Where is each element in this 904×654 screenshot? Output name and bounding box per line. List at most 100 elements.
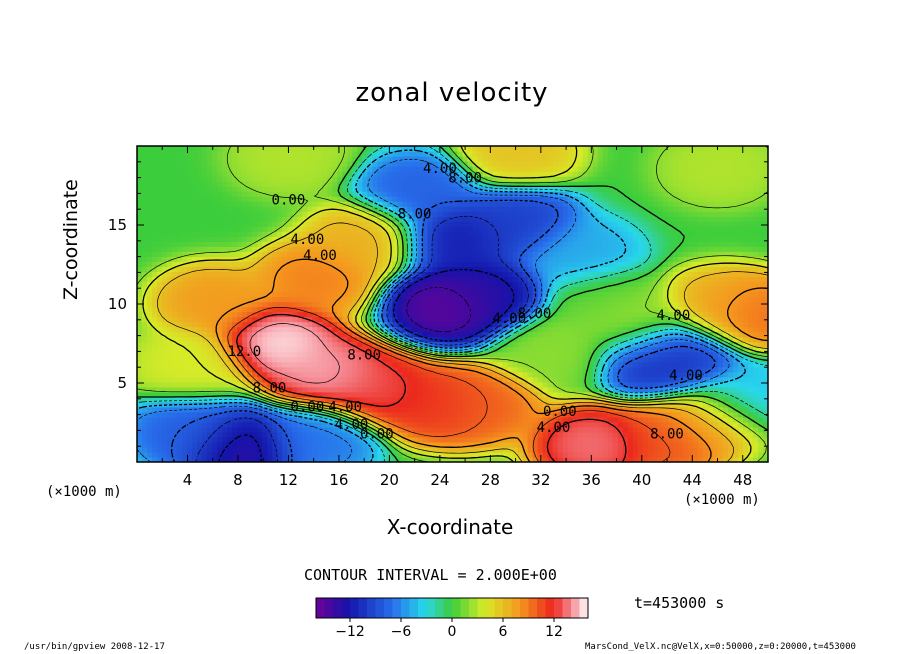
heatmap-cell <box>627 441 634 448</box>
heatmap-cell <box>302 276 308 283</box>
heatmap-cell <box>247 451 253 458</box>
heatmap-cell <box>412 381 419 388</box>
heatmap-cell <box>677 376 684 383</box>
heatmap-cell <box>447 426 454 433</box>
heatmap-cell <box>762 386 768 393</box>
heatmap-cell <box>217 291 223 298</box>
heatmap-cell <box>637 291 644 298</box>
heatmap-cell <box>307 371 313 378</box>
heatmap-cell <box>292 361 298 368</box>
heatmap-cell <box>137 366 143 373</box>
heatmap-cell <box>712 326 719 333</box>
heatmap-cell <box>157 376 163 383</box>
heatmap-cell <box>647 371 654 378</box>
heatmap-cell <box>637 416 644 423</box>
heatmap-cell <box>332 296 338 303</box>
heatmap-cell <box>462 341 469 348</box>
heatmap-cell <box>377 316 383 323</box>
heatmap-cell <box>687 391 694 398</box>
heatmap-cell <box>392 276 399 283</box>
heatmap-cell <box>497 291 504 298</box>
heatmap-cell <box>502 426 509 433</box>
heatmap-cell <box>312 281 318 288</box>
heatmap-cell <box>202 406 208 413</box>
heatmap-cell <box>757 341 764 348</box>
heatmap-cell <box>382 451 388 458</box>
heatmap-cell <box>697 276 704 283</box>
heatmap-cell <box>217 391 223 398</box>
heatmap-cell <box>747 411 754 418</box>
heatmap-cell <box>192 321 198 328</box>
heatmap-cell <box>737 326 744 333</box>
heatmap-cell <box>707 276 714 283</box>
heatmap-cell <box>447 366 454 373</box>
heatmap-cell <box>547 286 554 293</box>
heatmap-cell <box>457 391 464 398</box>
heatmap-cell <box>382 301 388 308</box>
heatmap-cell <box>272 386 278 393</box>
heatmap-cell <box>352 316 358 323</box>
heatmap-cell <box>707 391 714 398</box>
heatmap-cell <box>182 426 188 433</box>
heatmap-cell <box>727 411 734 418</box>
heatmap-cell <box>282 341 288 348</box>
heatmap-cell <box>412 406 419 413</box>
heatmap-cell <box>442 396 449 403</box>
heatmap-cell <box>587 321 594 328</box>
heatmap-cell <box>527 431 534 438</box>
heatmap-cell <box>452 411 459 418</box>
heatmap-cell <box>307 286 313 293</box>
heatmap-cell <box>222 261 228 267</box>
heatmap-cell <box>737 446 744 453</box>
heatmap-cell <box>632 321 639 328</box>
heatmap-cell <box>522 386 529 393</box>
heatmap-cell <box>702 371 709 378</box>
heatmap-cell <box>452 401 459 408</box>
heatmap-cell <box>457 381 464 388</box>
heatmap-cell <box>437 366 444 373</box>
heatmap-cell <box>682 426 689 433</box>
heatmap-cell <box>482 431 489 438</box>
heatmap-cell <box>297 456 303 462</box>
heatmap-cell <box>357 336 363 343</box>
heatmap-cell <box>537 381 544 388</box>
heatmap-cell <box>322 446 328 453</box>
heatmap-cell <box>212 406 218 413</box>
heatmap-cell <box>672 341 679 348</box>
heatmap-cell <box>232 386 238 393</box>
heatmap-cell <box>747 311 754 318</box>
heatmap-cell <box>212 301 218 308</box>
heatmap-cell <box>142 306 148 313</box>
heatmap-cell <box>267 421 273 428</box>
heatmap-cell <box>347 316 353 323</box>
heatmap-cell <box>252 341 258 348</box>
heatmap-cell <box>712 341 719 348</box>
heatmap-cell <box>722 306 729 313</box>
heatmap-cell <box>322 321 328 328</box>
heatmap-cell <box>532 336 539 343</box>
heatmap-cell <box>492 316 499 323</box>
heatmap-cell <box>267 301 273 308</box>
heatmap-cell <box>667 411 674 418</box>
heatmap-cell <box>612 376 619 383</box>
heatmap-cell <box>487 281 494 288</box>
heatmap-cell <box>432 286 439 293</box>
heatmap-field <box>137 146 768 462</box>
heatmap-cell <box>472 371 479 378</box>
heatmap-cell <box>722 301 729 308</box>
heatmap-cell <box>577 406 584 413</box>
heatmap-cell <box>722 371 729 378</box>
heatmap-cell <box>722 381 729 388</box>
heatmap-cell <box>157 396 163 403</box>
heatmap-cell <box>247 266 253 272</box>
heatmap-cell <box>292 431 298 438</box>
heatmap-cell <box>317 281 323 288</box>
heatmap-cell <box>212 361 218 368</box>
heatmap-cell <box>187 281 193 288</box>
heatmap-cell <box>552 386 559 393</box>
heatmap-cell <box>322 366 328 373</box>
heatmap-cell <box>732 421 739 428</box>
heatmap-cell <box>467 326 474 333</box>
heatmap-cell <box>312 381 318 388</box>
heatmap-cell <box>552 286 559 293</box>
